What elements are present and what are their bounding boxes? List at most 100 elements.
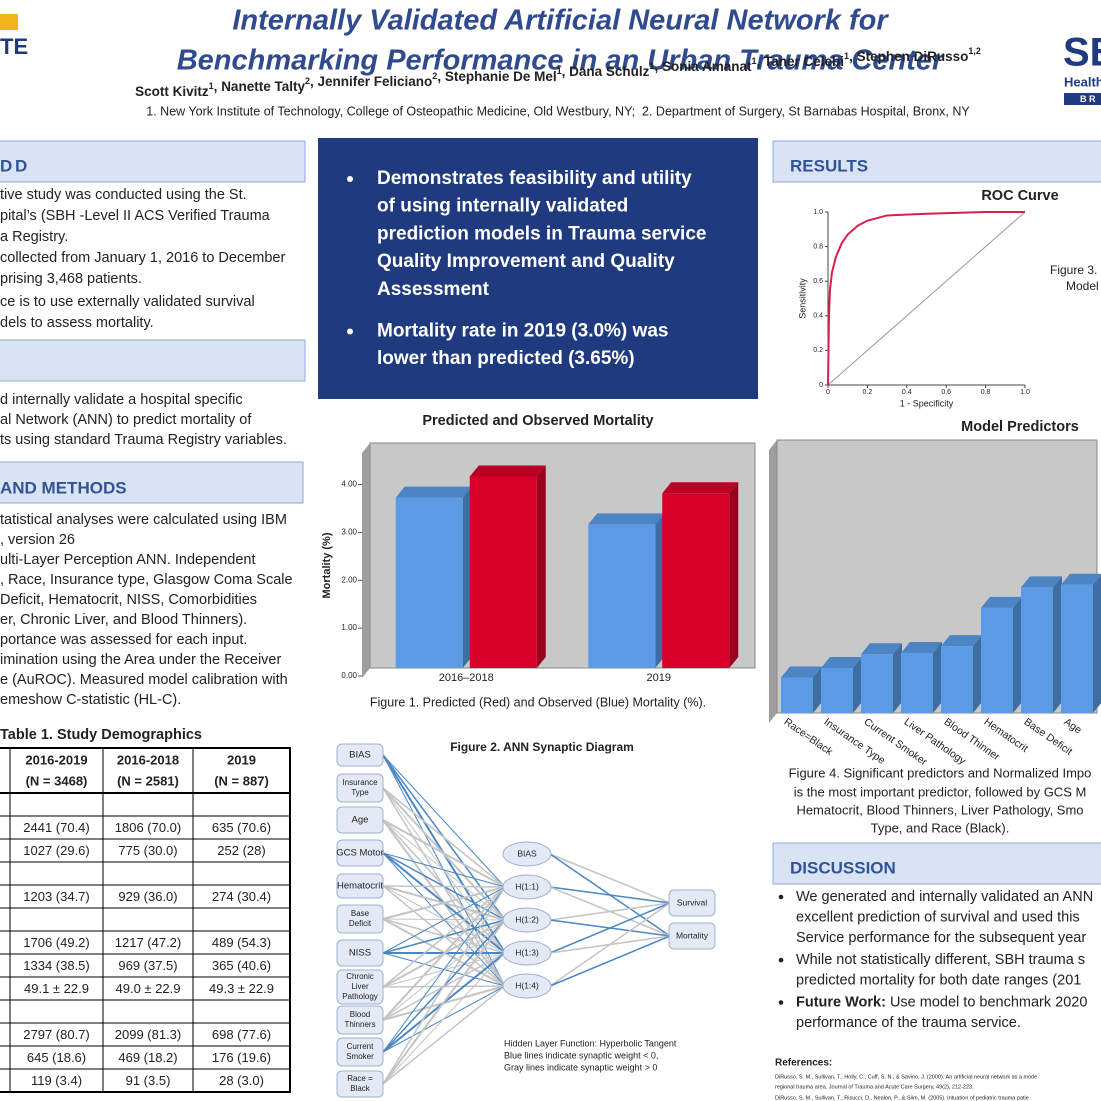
bar-top — [941, 635, 982, 647]
y-tick-label: 0.8 — [813, 243, 823, 250]
output-node-label: Survival — [677, 897, 707, 907]
body-text: collected from January 1, 2016 to Decemb… — [0, 250, 285, 266]
body-text: pital’s (SBH -Level II ACS Verified Trau… — [0, 208, 271, 224]
table-cell: 252 (28) — [217, 843, 265, 858]
bar — [395, 497, 463, 668]
bar — [901, 652, 933, 713]
logo-right-sub: Health — [1064, 74, 1101, 89]
table-cell: 969 (37.5) — [118, 958, 177, 973]
input-node — [336, 773, 384, 803]
synapse — [382, 787, 506, 888]
synapse — [549, 886, 671, 904]
output-node — [668, 922, 716, 950]
figure-caption: Figure 1. Predicted (Red) and Observed (… — [370, 695, 706, 709]
body-text: Future Work: Use model to benchmark 2020 — [796, 994, 1087, 1010]
body-text: al Network (ANN) to predict mortality of — [0, 412, 252, 428]
hidden-node-label: H(1:3) — [515, 947, 539, 957]
bar — [1021, 587, 1053, 713]
table-header-cell: (N = 2581) — [117, 773, 179, 788]
body-text: excellent prediction of survival and use… — [796, 910, 1080, 926]
table-cell: 2099 (81.3) — [115, 1027, 182, 1042]
highlight-text: Assessment — [377, 279, 490, 300]
hidden-node-label: H(1:1) — [515, 881, 539, 891]
hidden-node-label: H(1:4) — [515, 980, 539, 990]
y-tick-label: 0.00 — [341, 671, 357, 680]
reference-text: regional trauma area. Journal of Trauma … — [775, 1084, 974, 1090]
bar — [941, 646, 973, 713]
hidden-node-label: BIAS — [517, 848, 537, 858]
body-text: , version 26 — [0, 532, 75, 548]
bar-side — [655, 513, 665, 668]
table-cell: 2441 (70.4) — [23, 820, 90, 835]
synapse — [382, 886, 506, 1021]
bar-top — [821, 656, 862, 668]
table-header-cell: 2016-2019 — [25, 752, 87, 767]
table-cell: 1027 (29.6) — [23, 843, 90, 858]
bullet — [347, 328, 353, 335]
x-tick-label: 0 — [826, 389, 830, 396]
input-node — [336, 969, 384, 1005]
authors: Scott Kivitz1, Nanette Talty2, Jennifer … — [135, 46, 981, 98]
synapse — [382, 886, 506, 954]
bar — [781, 677, 813, 713]
x-tick-label: Age — [1062, 716, 1084, 737]
synapse — [382, 919, 506, 1085]
synapse — [382, 886, 506, 988]
input-node — [336, 1070, 384, 1098]
bar — [861, 654, 893, 713]
synapse — [382, 952, 506, 1085]
synapse — [382, 754, 506, 888]
bullet — [778, 894, 784, 900]
author-name: Dana Schulz — [569, 64, 650, 79]
hidden-node — [502, 907, 552, 933]
body-text: Hidden Layer Function: Hyperbolic Tangen… — [504, 1038, 677, 1048]
logo-bar — [0, 14, 18, 30]
x-tick-label: 0.8 — [981, 389, 991, 396]
bar-top — [981, 596, 1022, 608]
input-node-label: Deficit — [349, 919, 372, 928]
section-heading: DISCUSSION — [790, 858, 896, 877]
body-text: emeshow C-statistic (HL-C). — [0, 692, 181, 708]
x-tick-label: 0.2 — [863, 389, 873, 396]
section-heading: D — [15, 156, 27, 175]
table-cell: 91 (3.5) — [126, 1073, 171, 1088]
body-text: tatistical analyses were calculated usin… — [0, 512, 287, 528]
x-tick-label: 1.0 — [1020, 389, 1030, 396]
input-node — [336, 1037, 384, 1067]
body-text: ce is to use externally validated surviv… — [0, 294, 255, 310]
logo-right-bar — [1064, 93, 1101, 105]
author-aff: 1 — [751, 56, 756, 66]
section-heading-box — [0, 140, 306, 183]
bar-top — [901, 641, 942, 653]
author-name: Stephen DiRusso — [857, 49, 969, 64]
input-node-label: Thinners — [344, 1020, 375, 1029]
plot-wall — [362, 443, 370, 678]
author-aff: 1 — [557, 66, 562, 76]
bar-side — [462, 486, 472, 668]
y-tick-label: 1.00 — [341, 623, 357, 632]
bar — [1061, 584, 1093, 713]
synapse — [549, 902, 671, 921]
y-tick-label: 0 — [819, 382, 823, 389]
bullet — [778, 957, 784, 963]
body-text: Gray lines indicate synaptic weight > 0 — [504, 1062, 657, 1072]
body-text: Service performance for the subsequent y… — [796, 930, 1086, 946]
output-node — [668, 889, 716, 917]
input-node — [336, 939, 384, 967]
table-cell: 1217 (47.2) — [115, 935, 182, 950]
synapse — [382, 819, 506, 888]
roc-curve — [827, 211, 1025, 386]
bar-top — [395, 486, 472, 498]
body-text: prising 3,468 patients. — [0, 271, 142, 287]
input-node-label: Age — [352, 815, 369, 826]
bar-top — [469, 465, 546, 477]
reference-diagonal — [827, 211, 1026, 386]
hidden-node — [502, 874, 552, 900]
y-tick-label: 0.4 — [813, 313, 823, 320]
poster-title: Benchmarking Performance in an Urban Tra… — [177, 45, 945, 77]
highlight-text: Quality Improvement and Quality — [377, 251, 675, 272]
x-tick-label: 2019 — [647, 672, 671, 684]
table-cell: 49.0 ± 22.9 — [116, 981, 181, 996]
author-name: Sonia Amanat — [662, 59, 752, 74]
